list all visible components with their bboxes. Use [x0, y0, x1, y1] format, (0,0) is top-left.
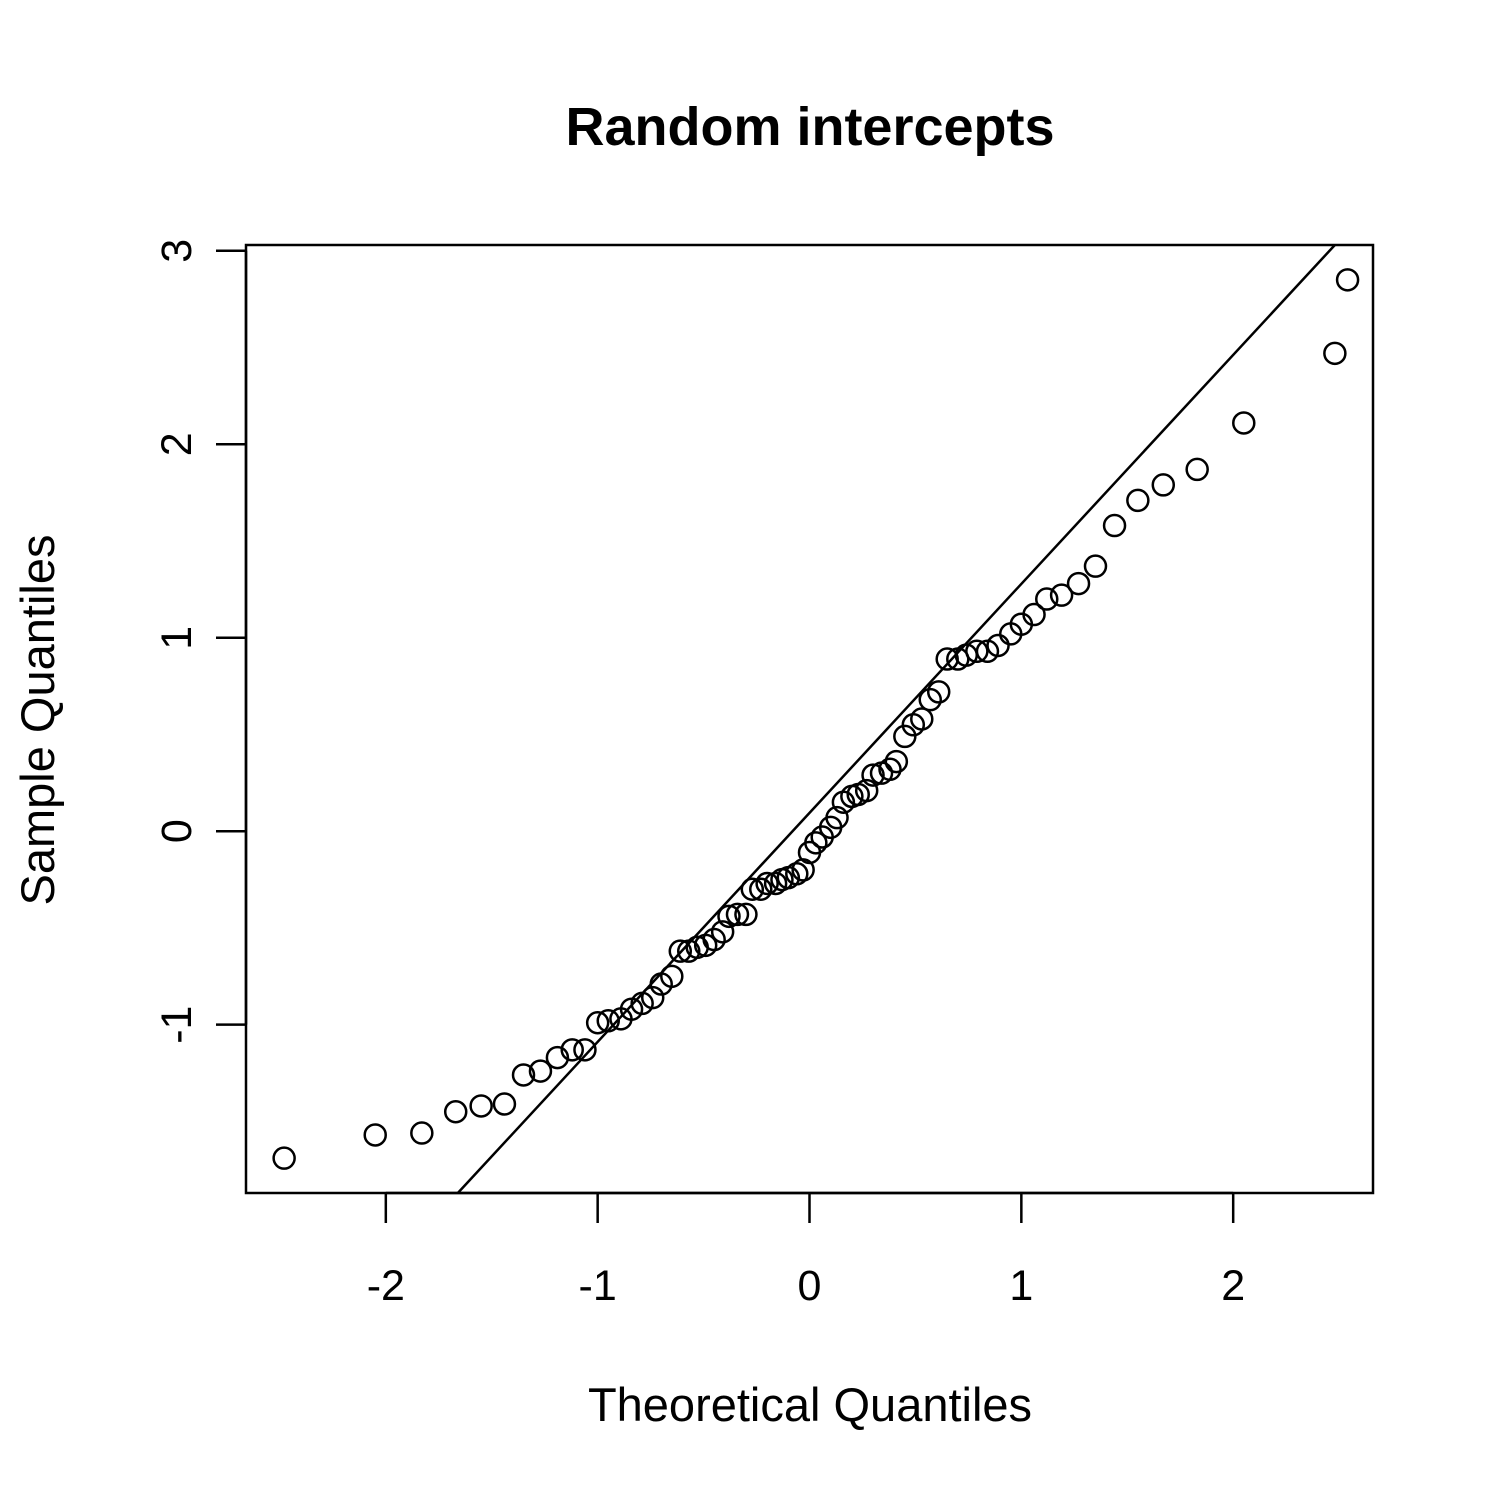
y-tick-label: 3	[153, 239, 201, 263]
data-point	[585, 1010, 610, 1035]
data-point	[740, 877, 765, 902]
y-axis-title: Sample Quantiles	[11, 535, 64, 906]
y-tick-label: 0	[153, 819, 201, 843]
x-tick-label: 0	[798, 1262, 822, 1310]
data-point	[825, 805, 849, 830]
data-point	[640, 985, 665, 1010]
data-point	[1151, 473, 1176, 497]
data-point	[1022, 602, 1046, 627]
y-tick-label: 2	[153, 432, 201, 456]
data-point	[272, 1146, 296, 1170]
data-point	[1049, 583, 1074, 607]
x-tick-label: 1	[1009, 1262, 1033, 1310]
y-tick-label: 1	[153, 626, 201, 650]
data-point	[596, 1009, 620, 1033]
data-point	[893, 724, 917, 749]
x-axis: -2 -1 0 1 2	[367, 1191, 1245, 1310]
data-point	[1335, 268, 1360, 292]
data-point	[573, 1038, 597, 1062]
x-axis-title: Theoretical Quantiles	[588, 1378, 1032, 1431]
reference-line	[456, 245, 1336, 1193]
plot-area	[272, 245, 1360, 1193]
data-point	[804, 831, 828, 855]
data-point	[492, 1092, 517, 1116]
data-point	[986, 633, 1010, 658]
data-point	[725, 902, 750, 927]
data-point	[443, 1099, 468, 1124]
data-point	[755, 871, 779, 896]
data-point	[918, 687, 942, 712]
y-tick-label: -1	[153, 1006, 201, 1044]
data-point	[1035, 587, 1059, 611]
data-point	[854, 778, 879, 803]
x-tick-label: -1	[579, 1262, 617, 1310]
data-point	[884, 749, 909, 774]
data-point	[734, 902, 758, 927]
data-point	[410, 1121, 434, 1145]
data-point	[660, 964, 684, 989]
data-point	[861, 763, 885, 787]
data-point	[668, 939, 693, 963]
data-points	[272, 268, 1360, 1170]
data-point	[1323, 341, 1347, 366]
data-point	[469, 1094, 493, 1118]
data-point	[545, 1045, 570, 1070]
y-axis: -1 0 1 2 3	[153, 239, 248, 1044]
data-point	[926, 680, 951, 704]
x-tick-label: -2	[367, 1262, 405, 1310]
data-point	[1066, 571, 1091, 596]
data-point	[1126, 488, 1150, 513]
data-point	[717, 904, 741, 929]
data-point	[702, 927, 726, 952]
data-point	[785, 862, 809, 886]
data-point	[910, 707, 934, 731]
data-point	[749, 877, 773, 902]
data-point	[1102, 513, 1127, 538]
data-point	[511, 1063, 536, 1087]
data-point	[710, 920, 735, 944]
chart-title: Random intercepts	[565, 97, 1054, 157]
data-point	[560, 1038, 584, 1062]
data-point	[363, 1123, 387, 1147]
x-tick-label: 2	[1221, 1262, 1245, 1310]
data-point	[1232, 411, 1256, 435]
data-point	[1185, 457, 1209, 482]
data-point	[1083, 554, 1108, 578]
data-point	[965, 639, 989, 664]
data-point	[763, 871, 788, 896]
data-point	[528, 1059, 553, 1083]
data-point	[878, 757, 902, 782]
